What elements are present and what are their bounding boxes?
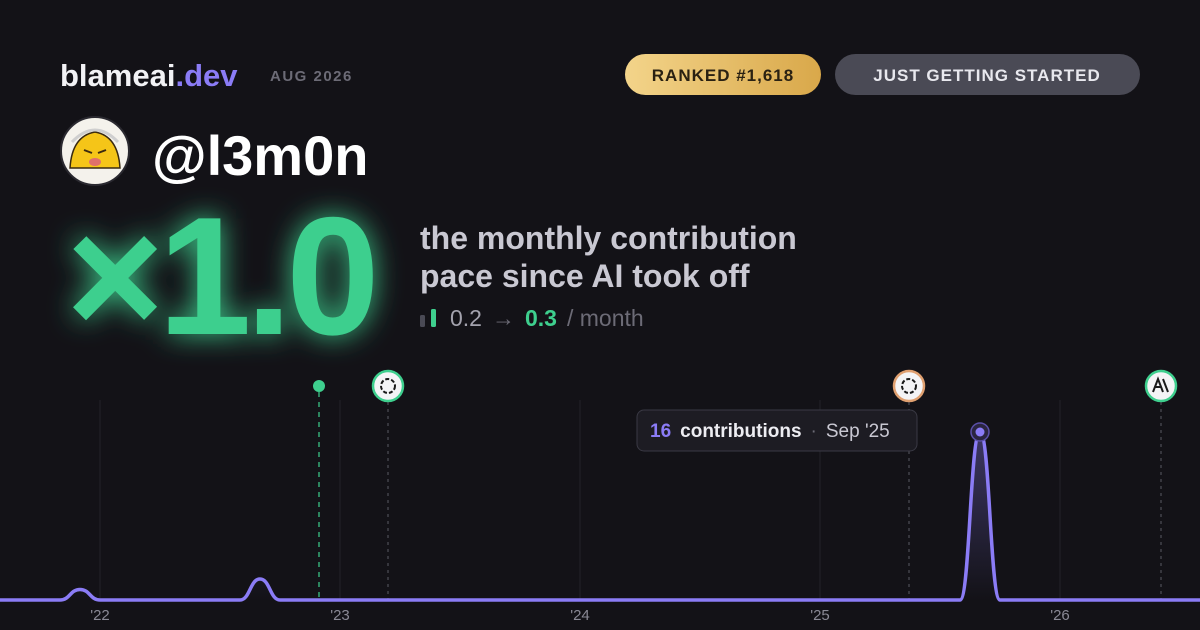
brand-name: blameai [60,58,175,93]
x-tick-label: '25 [810,607,830,624]
tooltip [636,409,918,452]
tooltip-label: contributions [680,421,801,442]
after-value: 0.3 [525,305,557,331]
arrow: → [492,305,515,331]
x-tick-label: '22 [90,607,110,624]
rank-badge [625,54,821,95]
description-line: pace since AI took off [420,258,750,294]
line [0,430,1200,602]
peak-dot [975,427,985,437]
mini-bars [420,309,436,327]
tooltip-text: 16 contributions · Sep '25 [650,421,890,442]
multiplier: ×1.0 [66,182,374,370]
status-text: JUST GETTING STARTED [873,66,1100,85]
handle: @l3m0n [152,124,368,187]
unit: / month [567,305,644,331]
before-bar [420,315,425,327]
event-glyph [901,378,917,394]
after-bar [431,309,436,327]
event-icon [371,369,405,403]
x-tick-label: '24 [570,607,590,624]
tooltip-date: Sep '25 [826,421,890,442]
before-value: 0.2 [450,305,482,331]
event-dot [313,380,325,392]
event-glyph [1152,376,1169,393]
chart: '22 '23 '24 '25 '26 16 contributions · Sep '25 [0,369,1200,624]
event-icon [892,369,926,403]
brand: blameai.dev [60,58,238,93]
avatar [60,116,130,186]
period: AUG 2026 [270,68,353,85]
status-badge [835,54,1140,95]
pace-row: 0.2 → 0.3 / month [450,305,644,331]
description-line: the monthly contribution [420,220,797,256]
brand-tld: .dev [175,58,238,93]
x-tick-label: '26 [1050,607,1070,624]
event-glyph [380,378,396,394]
rank-text: RANKED #1,618 [652,66,794,85]
tooltip-sep: · [811,421,817,442]
tooltip-value: 16 [650,421,671,442]
x-tick-label: '23 [330,607,350,624]
